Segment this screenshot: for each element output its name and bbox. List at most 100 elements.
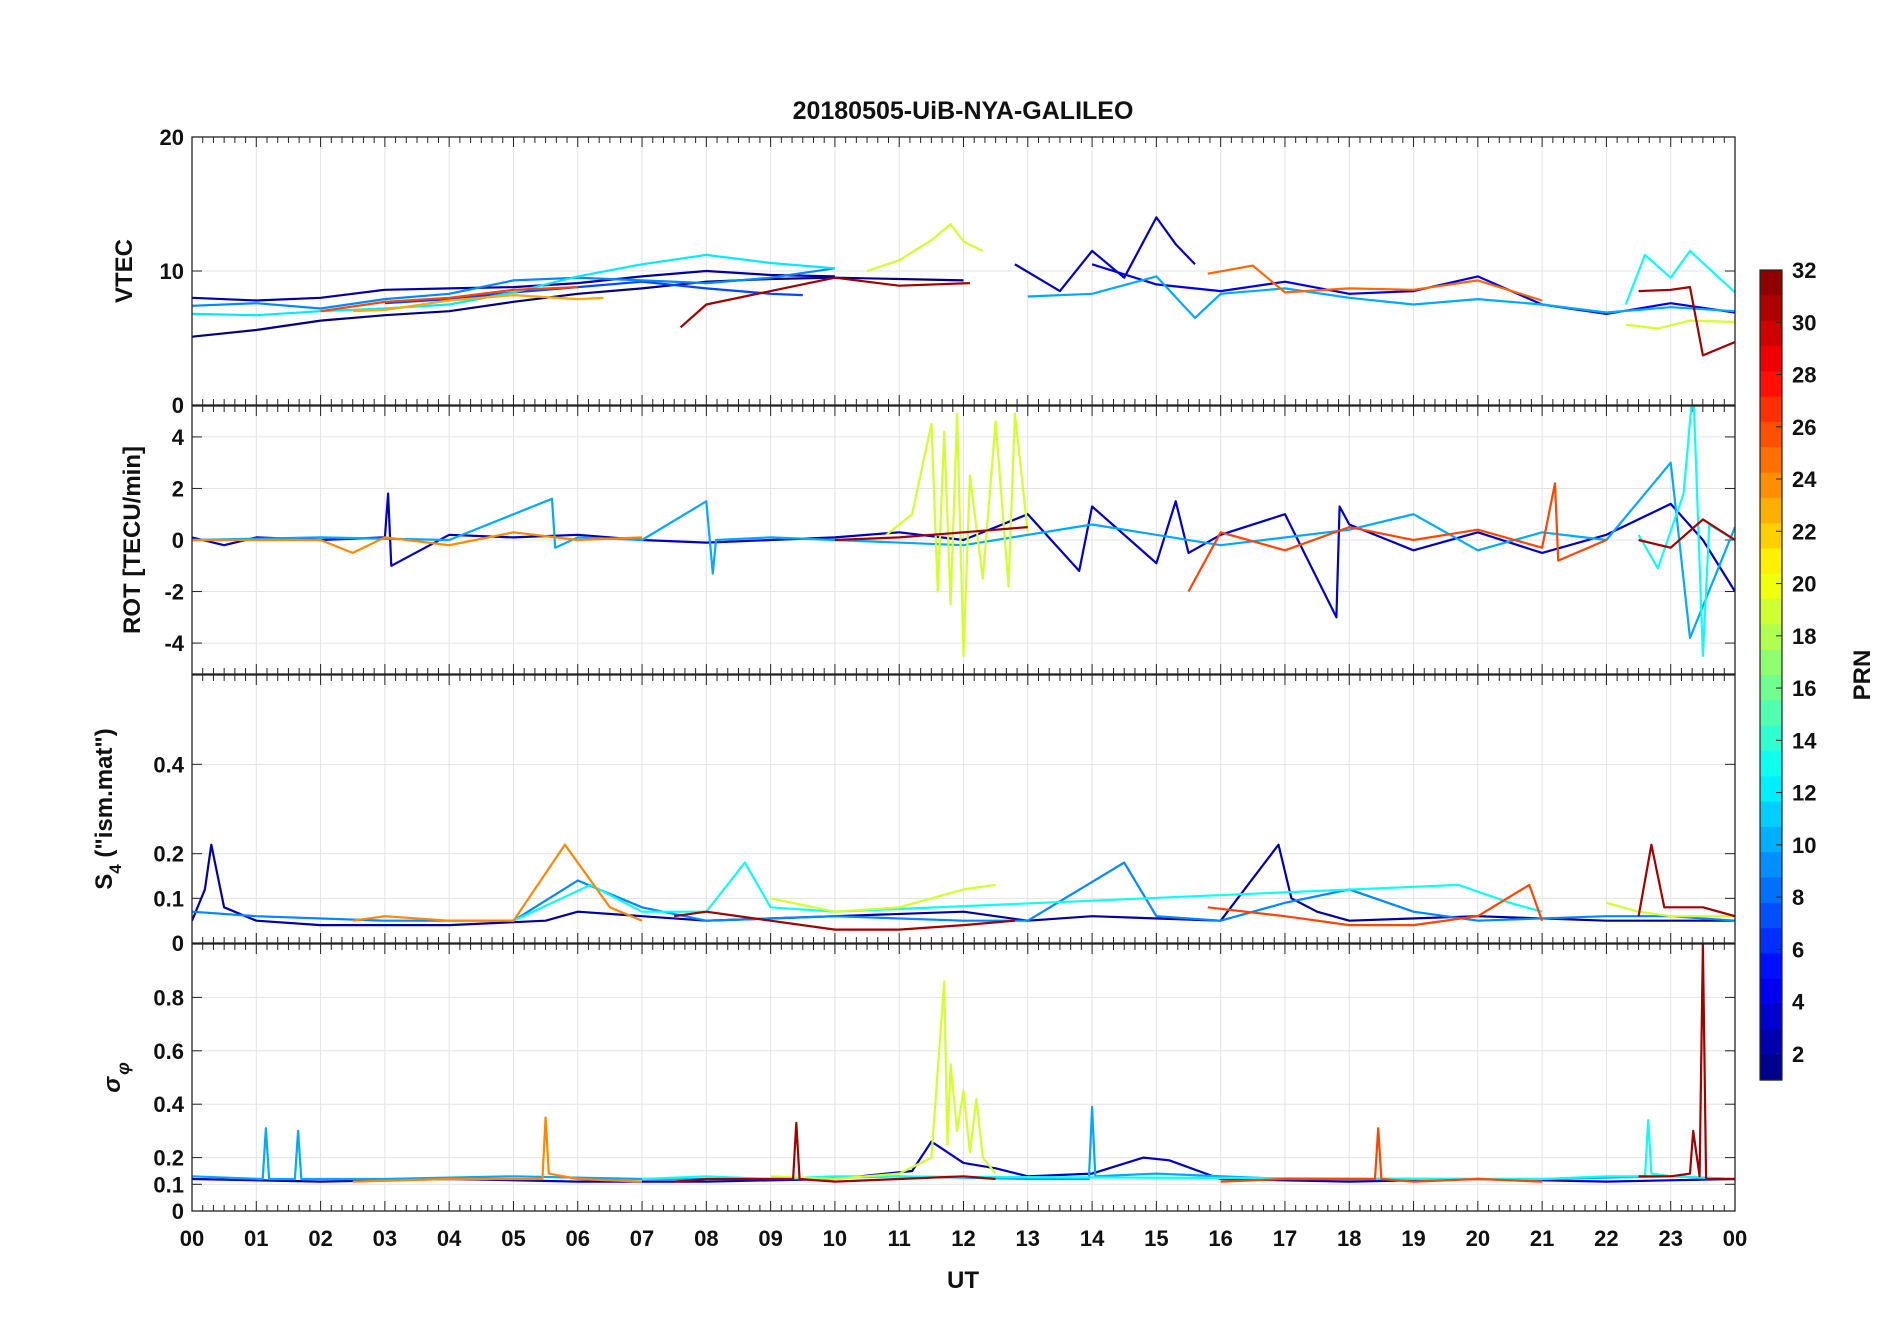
colorbar-tick-label: 6 bbox=[1792, 937, 1804, 962]
colorbar-swatch bbox=[1760, 725, 1782, 752]
colorbar-swatch bbox=[1760, 1054, 1782, 1081]
series-line-prn-13 bbox=[1624, 249, 1735, 305]
x-tick-label: 16 bbox=[1208, 1226, 1232, 1251]
colorbar-frame bbox=[1759, 269, 1783, 1081]
series-group bbox=[192, 843, 1735, 931]
series-line-prn-2 bbox=[192, 269, 835, 302]
series-line-prn-19 bbox=[1625, 319, 1735, 330]
series-line-prn-3 bbox=[192, 492, 1735, 619]
x-tick-label: 12 bbox=[951, 1226, 975, 1251]
series-line-prn-12 bbox=[192, 253, 835, 317]
series-line-prn-19 bbox=[1606, 901, 1735, 918]
colorbar-tick-label: 26 bbox=[1792, 415, 1816, 440]
x-tick-label: 05 bbox=[501, 1226, 525, 1251]
y-axis-label: ROT [TECU/min] bbox=[119, 446, 146, 634]
colorbar-swatch bbox=[1760, 472, 1782, 499]
series-line-prn-31 bbox=[1637, 843, 1735, 918]
colorbar-tick-label: 30 bbox=[1792, 310, 1816, 335]
series-line-prn-19 bbox=[866, 223, 984, 273]
colorbar-swatch bbox=[1760, 345, 1782, 372]
colorbar-swatch bbox=[1760, 852, 1782, 879]
colorbar-tick-label: 18 bbox=[1792, 624, 1816, 649]
colorbar-tick-label: 24 bbox=[1792, 467, 1817, 492]
x-tick-label: 09 bbox=[758, 1226, 782, 1251]
colorbar-swatch bbox=[1760, 928, 1782, 955]
colorbar-swatch bbox=[1760, 548, 1782, 575]
series-line-prn-19 bbox=[885, 412, 1029, 658]
x-tick-label: 04 bbox=[437, 1226, 462, 1251]
y-tick-label: -2 bbox=[164, 580, 184, 605]
y-axis-label: VTEC bbox=[111, 239, 138, 303]
axes-frame bbox=[191, 136, 1736, 406]
colorbar-tick-label: 14 bbox=[1792, 728, 1817, 753]
colorbar-swatch bbox=[1760, 523, 1782, 550]
x-tick-label: 00 bbox=[1723, 1226, 1747, 1251]
colorbar-tick-label: 10 bbox=[1792, 833, 1816, 858]
y-tick-label: 0 bbox=[172, 393, 184, 418]
x-tick-label: 13 bbox=[1016, 1226, 1040, 1251]
series-line-prn-25 bbox=[1207, 264, 1543, 302]
y-tick-label: 0 bbox=[172, 528, 184, 553]
x-tick-label: 15 bbox=[1144, 1226, 1168, 1251]
x-tick-label: 20 bbox=[1466, 1226, 1490, 1251]
colorbar-swatch bbox=[1760, 675, 1782, 701]
colorbar-swatch bbox=[1760, 953, 1782, 980]
y-tick-label: 4 bbox=[172, 425, 185, 450]
series-line-prn-31 bbox=[1638, 518, 1735, 549]
x-tick-label: 00 bbox=[180, 1226, 204, 1251]
colorbar-swatch bbox=[1760, 978, 1782, 1005]
colorbar-tick-label: 4 bbox=[1792, 990, 1805, 1015]
colorbar-tick-label: 32 bbox=[1792, 258, 1816, 283]
y-tick-label: -4 bbox=[164, 631, 184, 656]
colorbar-swatch bbox=[1760, 902, 1782, 929]
colorbar-swatch bbox=[1760, 1029, 1782, 1056]
y-axis-label: σφ bbox=[99, 1062, 133, 1093]
x-tick-label: 18 bbox=[1337, 1226, 1361, 1251]
y-tick-label: 10 bbox=[160, 259, 184, 284]
colorbar-tick-label: 12 bbox=[1792, 781, 1816, 806]
panel-vtec: 0 10 20 VTEC bbox=[111, 125, 1736, 418]
colorbar-swatch bbox=[1760, 826, 1782, 853]
axes-frame bbox=[191, 674, 1736, 944]
series-line-prn-19 bbox=[770, 980, 997, 1181]
series-group bbox=[192, 944, 1735, 1183]
y-tick-label: 0.1 bbox=[153, 886, 184, 911]
colorbar-swatch bbox=[1760, 320, 1782, 347]
series-line-prn-9 bbox=[192, 267, 836, 310]
x-axis-label: UT bbox=[947, 1267, 979, 1294]
colorbar-swatch bbox=[1760, 396, 1782, 423]
series-line-prn-24 bbox=[352, 1116, 643, 1183]
colorbar-swatch bbox=[1760, 270, 1782, 296]
y-tick-label: 0.4 bbox=[153, 1092, 184, 1117]
x-tick-label: 23 bbox=[1658, 1226, 1682, 1251]
y-tick-label: 2 bbox=[172, 476, 184, 501]
y-tick-label: 0 bbox=[172, 1199, 184, 1224]
series-line-prn-19 bbox=[770, 883, 996, 913]
colorbar-swatch bbox=[1760, 877, 1782, 904]
colorbar-label: PRN bbox=[1849, 650, 1876, 701]
axes-frame bbox=[191, 943, 1736, 1212]
x-tick-label: 03 bbox=[373, 1226, 397, 1251]
series-line-prn-13 bbox=[513, 861, 1543, 922]
colorbar-tick-label: 20 bbox=[1792, 572, 1816, 597]
y-tick-label: 0.4 bbox=[153, 752, 184, 777]
series-line-prn-31 bbox=[834, 526, 1028, 542]
colorbar-swatch bbox=[1760, 624, 1782, 651]
colorbar-tick-label: 2 bbox=[1792, 1042, 1804, 1067]
colorbar-swatch bbox=[1760, 649, 1782, 676]
x-tick-label: 07 bbox=[630, 1226, 654, 1251]
series-line-prn-26 bbox=[1187, 482, 1607, 593]
x-tick-label: 01 bbox=[244, 1226, 268, 1251]
axes-frame bbox=[191, 405, 1736, 675]
series-line-prn-3 bbox=[1014, 216, 1196, 293]
series-line-prn-26 bbox=[1207, 883, 1544, 927]
colorbar-swatch bbox=[1760, 801, 1782, 828]
colorbar-tick-label: 22 bbox=[1792, 519, 1816, 544]
figure-title: 20180505-UiB-NYA-GALILEO bbox=[793, 97, 1134, 125]
series-line-prn-23 bbox=[352, 294, 604, 313]
x-tick-label: 19 bbox=[1401, 1226, 1425, 1251]
series-line-prn-31 bbox=[1638, 286, 1735, 357]
y-tick-label: 0.6 bbox=[153, 1039, 184, 1064]
